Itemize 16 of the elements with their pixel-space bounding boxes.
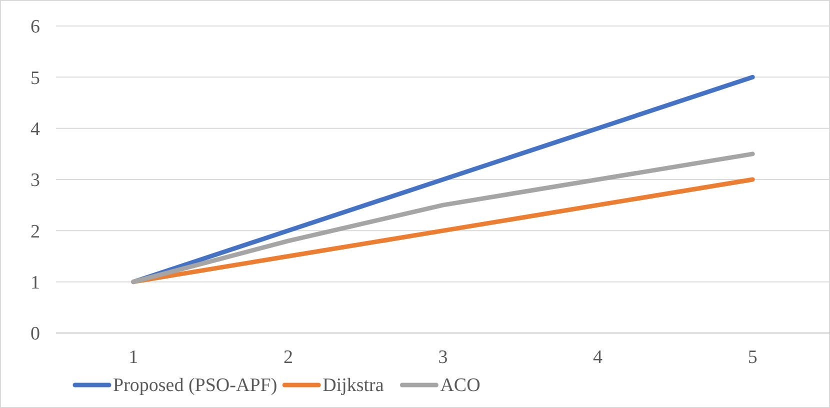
x-tick-label: 2 bbox=[283, 347, 293, 368]
line-series bbox=[131, 152, 755, 284]
x-tick-label: 5 bbox=[748, 347, 758, 368]
y-tick-label: 1 bbox=[30, 272, 40, 294]
x-tick-label: 1 bbox=[128, 347, 138, 368]
y-tick-label: 3 bbox=[30, 170, 40, 192]
legend-label: Proposed (PSO-APF) bbox=[113, 375, 278, 396]
legend-label: ACO bbox=[440, 375, 480, 396]
x-tick-label: 4 bbox=[593, 347, 604, 368]
y-tick-label: 6 bbox=[30, 16, 40, 38]
y-tick-label: 2 bbox=[30, 221, 40, 242]
y-tick-label: 5 bbox=[30, 68, 40, 89]
y-tick-label: 4 bbox=[30, 118, 40, 140]
legend-label: Dijkstra bbox=[322, 375, 384, 396]
x-tick-label: 3 bbox=[438, 347, 448, 368]
y-tick-label: 0 bbox=[30, 324, 40, 345]
